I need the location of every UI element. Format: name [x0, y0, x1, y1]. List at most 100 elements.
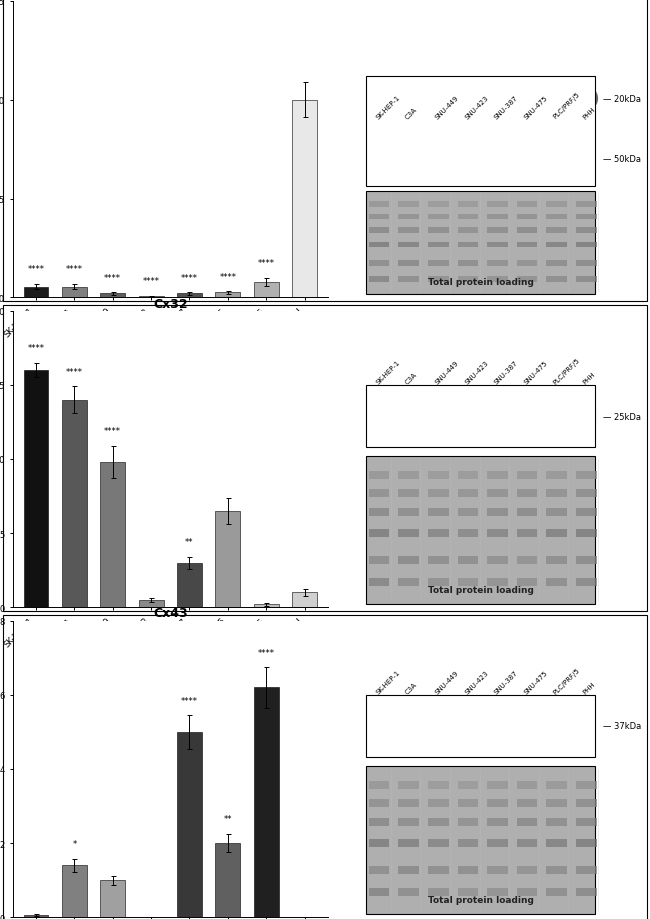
Ellipse shape — [396, 400, 421, 434]
Bar — [177, 563, 202, 607]
Bar — [398, 866, 419, 874]
Ellipse shape — [515, 144, 539, 175]
Ellipse shape — [488, 147, 508, 172]
Text: ****: **** — [104, 273, 122, 282]
Bar — [254, 282, 279, 298]
Ellipse shape — [426, 709, 450, 743]
Ellipse shape — [579, 93, 593, 106]
Bar — [487, 818, 508, 826]
Text: PHH: PHH — [582, 680, 597, 695]
Text: SNU-475: SNU-475 — [523, 95, 549, 120]
Ellipse shape — [400, 150, 417, 170]
Bar — [458, 261, 478, 267]
Bar — [23, 915, 49, 917]
Bar — [547, 529, 567, 538]
Bar — [369, 243, 389, 248]
Text: SNU-387: SNU-387 — [493, 359, 519, 385]
Ellipse shape — [486, 400, 509, 434]
Bar — [369, 471, 389, 480]
Ellipse shape — [575, 400, 598, 434]
Bar — [428, 781, 448, 789]
Text: ****: **** — [181, 274, 198, 282]
Ellipse shape — [458, 712, 478, 741]
Bar — [547, 556, 567, 564]
Ellipse shape — [430, 715, 447, 738]
Bar — [398, 490, 419, 497]
Bar — [487, 509, 508, 516]
Bar — [369, 578, 389, 586]
Ellipse shape — [520, 152, 534, 167]
Text: ****: **** — [27, 265, 44, 274]
Ellipse shape — [456, 144, 480, 175]
Ellipse shape — [369, 403, 389, 431]
Text: ****: **** — [66, 265, 83, 274]
Text: Total protein loading: Total protein loading — [428, 278, 534, 287]
Ellipse shape — [370, 405, 387, 428]
Bar — [517, 799, 538, 807]
Ellipse shape — [545, 144, 569, 175]
Bar — [487, 529, 508, 538]
Ellipse shape — [461, 717, 475, 735]
Ellipse shape — [517, 712, 538, 741]
Bar — [366, 385, 595, 448]
Ellipse shape — [578, 405, 595, 428]
Text: C3A: C3A — [404, 107, 419, 120]
Ellipse shape — [489, 405, 506, 428]
Bar — [576, 202, 597, 208]
Bar — [215, 511, 240, 607]
Text: — 50kDa: — 50kDa — [603, 155, 642, 165]
Ellipse shape — [547, 147, 567, 172]
Bar — [428, 556, 448, 564]
Ellipse shape — [369, 147, 389, 172]
Bar — [398, 529, 419, 538]
Text: — 25kDa: — 25kDa — [603, 412, 642, 421]
Bar — [576, 556, 597, 564]
Ellipse shape — [372, 407, 386, 425]
Bar — [398, 261, 419, 267]
Bar — [517, 556, 538, 564]
Ellipse shape — [456, 709, 480, 743]
Bar — [369, 839, 389, 847]
Bar — [369, 509, 389, 516]
Bar — [398, 202, 419, 208]
Bar — [366, 695, 595, 757]
Ellipse shape — [486, 144, 509, 175]
Bar — [458, 799, 478, 807]
Bar — [517, 578, 538, 586]
Bar — [428, 509, 448, 516]
Text: SK-HEP-1: SK-HEP-1 — [375, 669, 401, 695]
Ellipse shape — [545, 400, 569, 434]
Bar — [547, 839, 567, 847]
Text: ****: **** — [181, 696, 198, 705]
Ellipse shape — [426, 144, 450, 175]
Bar — [428, 490, 448, 497]
Ellipse shape — [488, 712, 508, 741]
Ellipse shape — [578, 91, 595, 108]
Bar — [576, 839, 597, 847]
Ellipse shape — [370, 150, 387, 170]
Title: Cx32: Cx32 — [153, 297, 188, 311]
Text: C3A: C3A — [404, 681, 419, 695]
Text: SNU-475: SNU-475 — [523, 669, 549, 695]
Bar — [458, 839, 478, 847]
Bar — [576, 509, 597, 516]
Bar — [366, 766, 595, 914]
Bar — [428, 261, 448, 267]
Bar — [576, 866, 597, 874]
Text: SNU-449: SNU-449 — [434, 95, 460, 120]
Ellipse shape — [486, 709, 509, 743]
Ellipse shape — [489, 150, 506, 170]
Ellipse shape — [430, 405, 447, 428]
Bar — [369, 818, 389, 826]
Bar — [458, 228, 478, 233]
Bar — [398, 277, 419, 282]
Text: ****: **** — [104, 426, 122, 436]
Text: SNU-387: SNU-387 — [493, 95, 519, 120]
Ellipse shape — [490, 407, 504, 425]
Bar — [428, 888, 448, 896]
Bar — [138, 600, 164, 607]
Bar — [428, 866, 448, 874]
Ellipse shape — [396, 709, 421, 743]
Text: PLC/PRF/5: PLC/PRF/5 — [552, 92, 581, 120]
Ellipse shape — [547, 403, 567, 431]
